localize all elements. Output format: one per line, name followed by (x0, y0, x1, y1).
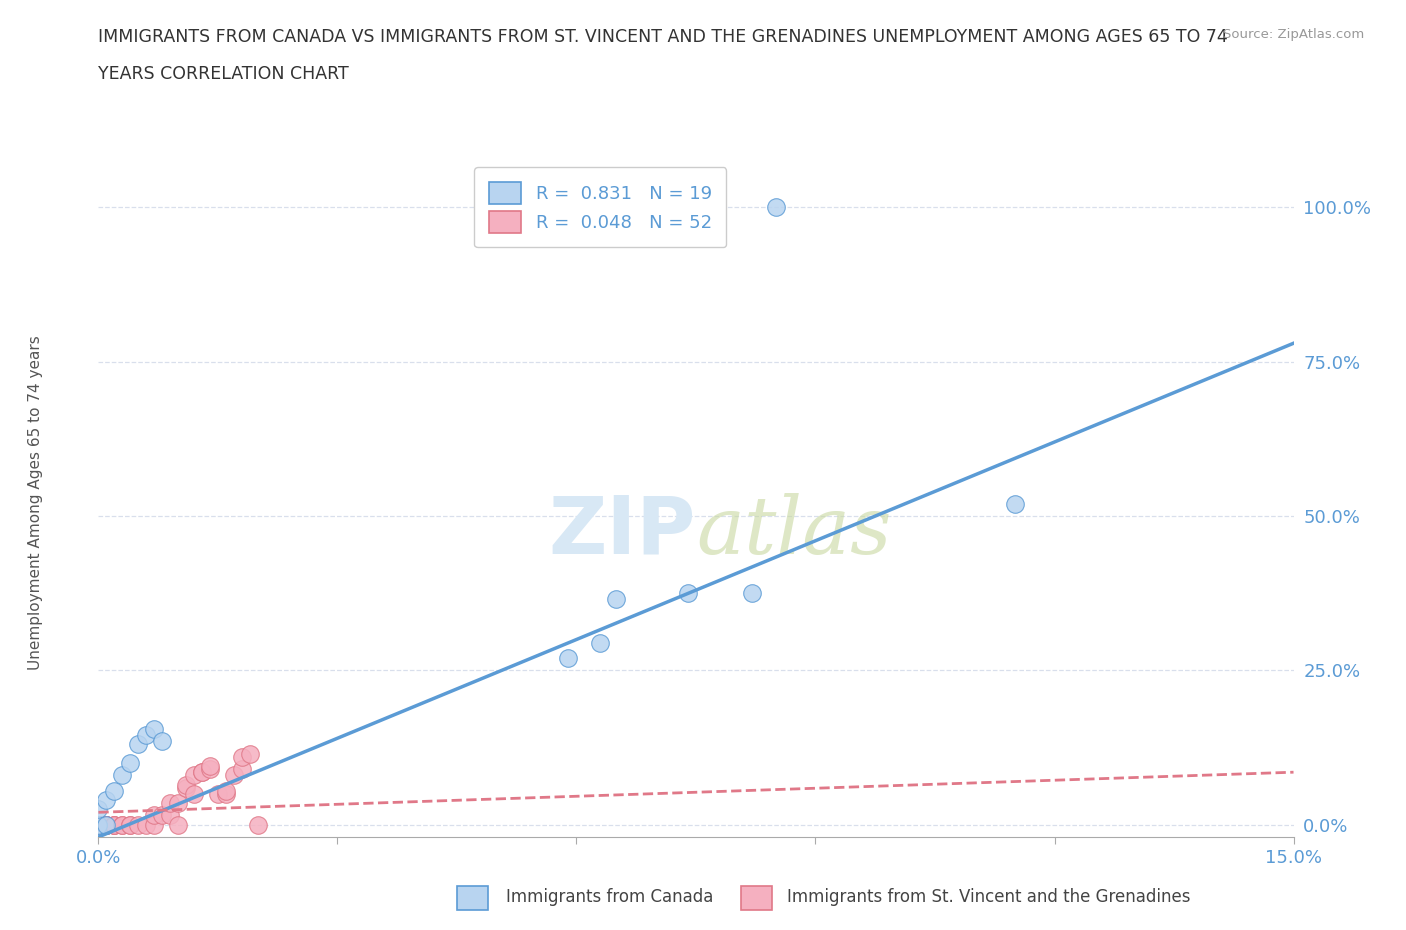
Point (159, 808, 181, 823)
Point (676, 586, 699, 601)
Point (127, 817, 149, 832)
Point (96, 817, 118, 832)
Point (87, 817, 110, 832)
Text: IMMIGRANTS FROM CANADA VS IMMIGRANTS FROM ST. VINCENT AND THE GRENADINES UNEMPLO: IMMIGRANTS FROM CANADA VS IMMIGRANTS FRO… (98, 28, 1229, 46)
Point (87, 817, 110, 832)
Point (150, 734, 173, 749)
Point (87, 817, 110, 832)
Point (191, 764, 214, 779)
Point (174, 777, 197, 792)
Point (198, 759, 221, 774)
Point (96, 817, 118, 832)
Point (87, 817, 110, 832)
Point (87, 817, 110, 832)
Point (183, 768, 205, 783)
Point (135, 727, 157, 742)
Point (143, 722, 166, 737)
Point (87, 817, 110, 832)
Point (96, 817, 118, 832)
Point (87, 817, 110, 832)
Point (215, 787, 238, 802)
Text: Immigrants from Canada: Immigrants from Canada (506, 888, 713, 907)
Point (127, 737, 149, 751)
Point (246, 817, 269, 832)
Text: Immigrants from St. Vincent and the Grenadines: Immigrants from St. Vincent and the Gren… (787, 888, 1191, 907)
Point (231, 762, 253, 777)
Text: YEARS CORRELATION CHART: YEARS CORRELATION CHART (98, 65, 349, 83)
Point (215, 783, 238, 798)
Point (111, 768, 134, 783)
Point (183, 787, 205, 802)
Point (120, 755, 142, 770)
Point (143, 808, 166, 823)
Point (96, 817, 118, 832)
Point (135, 817, 157, 832)
Point (1004, 497, 1026, 512)
Point (120, 817, 142, 832)
Point (103, 783, 125, 798)
Point (150, 808, 173, 823)
Point (231, 750, 253, 764)
Point (87, 817, 110, 832)
Legend: R =  0.831   N = 19, R =  0.048   N = 52: R = 0.831 N = 19, R = 0.048 N = 52 (474, 167, 727, 247)
Point (239, 746, 262, 761)
Point (167, 817, 190, 832)
Point (103, 817, 125, 832)
Point (87, 817, 110, 832)
Point (111, 817, 134, 832)
Point (159, 796, 181, 811)
Point (87, 817, 110, 832)
Point (167, 796, 190, 811)
Point (557, 651, 579, 666)
Point (191, 764, 214, 779)
Point (222, 768, 245, 783)
Point (96, 792, 118, 807)
Point (198, 762, 221, 777)
Text: Source: ZipAtlas.com: Source: ZipAtlas.com (1223, 28, 1364, 41)
Text: Unemployment Among Ages 65 to 74 years: Unemployment Among Ages 65 to 74 years (28, 335, 42, 670)
Point (96, 817, 118, 832)
Point (103, 817, 125, 832)
Point (741, 586, 763, 601)
Point (111, 817, 134, 832)
Point (589, 635, 612, 650)
Point (765, 200, 787, 215)
Point (87, 817, 110, 832)
Point (87, 817, 110, 832)
Point (120, 817, 142, 832)
Point (87, 817, 110, 832)
Point (207, 787, 229, 802)
Point (87, 817, 110, 832)
Point (605, 592, 627, 607)
Point (96, 817, 118, 832)
Point (174, 780, 197, 795)
Point (87, 817, 110, 832)
Point (143, 817, 166, 832)
Text: atlas: atlas (696, 493, 891, 570)
Text: ZIP: ZIP (548, 493, 696, 570)
Point (103, 817, 125, 832)
Point (87, 817, 110, 832)
Point (87, 802, 110, 817)
Point (87, 817, 110, 832)
